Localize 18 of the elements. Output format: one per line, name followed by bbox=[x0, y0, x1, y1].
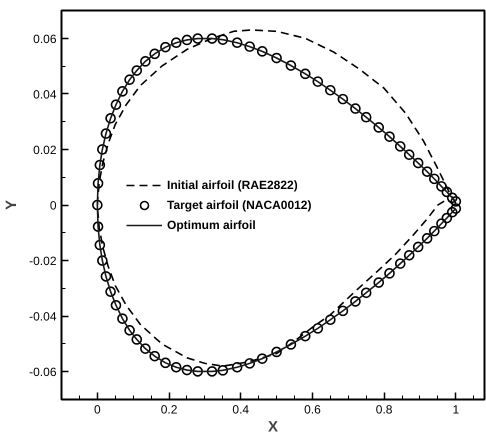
x-tick-label: 0.6 bbox=[304, 402, 322, 416]
x-tick-label: 1 bbox=[452, 402, 460, 416]
y-tick-label: 0.04 bbox=[33, 87, 57, 102]
x-axis-title: X bbox=[268, 418, 278, 436]
legend-label: Initial airfoil (RAE2822) bbox=[167, 178, 298, 192]
y-tick-label: 0.02 bbox=[33, 142, 57, 157]
x-tick-label: 0 bbox=[94, 402, 102, 416]
y-axis-title: Y bbox=[3, 200, 20, 210]
y-tick-label: -0.04 bbox=[29, 310, 57, 324]
y-tick-label: 0 bbox=[50, 198, 57, 212]
y-tick-label: -0.06 bbox=[29, 365, 57, 380]
x-tick-label: 0.2 bbox=[160, 402, 178, 416]
legend-label: Optimum airfoil bbox=[167, 218, 256, 232]
legend-label: Target airfoil (NACA0012) bbox=[167, 198, 312, 212]
x-tick-label: 0.4 bbox=[232, 402, 250, 416]
y-tick-label: -0.02 bbox=[29, 254, 57, 268]
x-tick-label: 0.8 bbox=[376, 402, 393, 416]
y-tick-label: 0.06 bbox=[33, 32, 57, 46]
